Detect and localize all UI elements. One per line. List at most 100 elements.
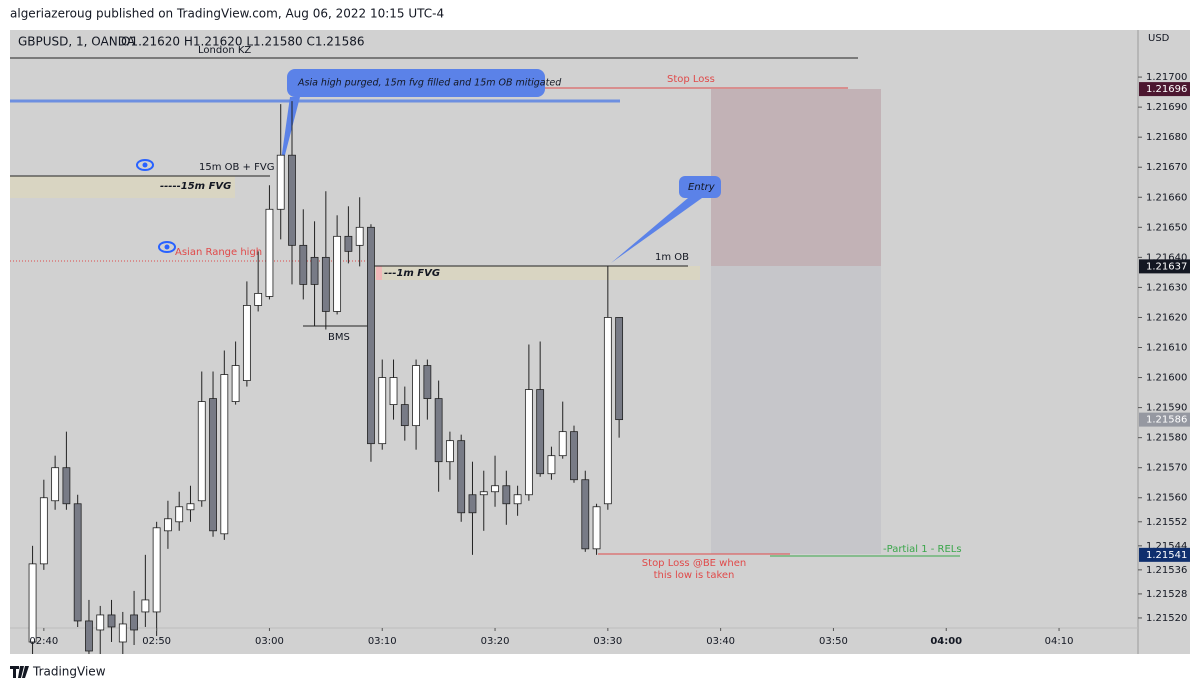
publisher: algeriazeroug published on TradingView.c… [10, 7, 444, 21]
candle-body [570, 431, 578, 481]
candle-body [152, 527, 161, 613]
candle-body [367, 226, 375, 445]
entry: Entry [688, 182, 716, 193]
candle-body [39, 497, 48, 565]
y-tick-label: 1.21640 [1146, 252, 1187, 263]
partial: -Partial 1 - RELs [883, 544, 962, 555]
price-axis: 1.21700 1.21690 1.21680 1.21670 1.21660 1.216… [29, 72, 1190, 647]
y-tick-label: 1.21620 [1146, 312, 1187, 323]
x-tick-label: 03:50 [819, 636, 848, 647]
eye-icon [158, 241, 176, 253]
london-kz: London KZ [198, 45, 251, 56]
candle-body [389, 377, 398, 405]
candle-body [254, 293, 263, 306]
eye-icon [136, 159, 154, 171]
x-tick-label: 02:40 [29, 636, 58, 647]
stop-be: Stop Loss @BE when [642, 558, 746, 569]
stop-be: this low is taken [654, 570, 735, 581]
chart-panel [10, 30, 1190, 654]
candle-body [107, 614, 116, 628]
price-marker-label: 1.21586 [1146, 415, 1187, 426]
price-marker [1139, 412, 1190, 427]
candle-body [423, 365, 432, 399]
y-tick-label: 1.21552 [1146, 517, 1187, 528]
x-tick-label: 03:00 [255, 636, 284, 647]
candle-body [333, 235, 342, 312]
ohlc: O1.21620 H1.21620 L1.21580 C1.21586 [121, 35, 364, 49]
fvg-1m-zone [372, 266, 700, 280]
candle-body [400, 404, 409, 427]
bms: BMS [328, 332, 350, 343]
candle-body [457, 440, 466, 514]
y-tick-label: 1.21590 [1146, 403, 1187, 414]
y-tick-label: 1.21670 [1146, 162, 1187, 173]
asia-callout [287, 69, 545, 97]
candle-body [242, 305, 251, 381]
asia-note: Asia high purged, 15m fvg filled and 15m… [297, 78, 562, 89]
asian-range-high: Asian Range high [175, 247, 262, 258]
y-tick-label: 1.21536 [1146, 565, 1187, 576]
y-tick-label: 1.21580 [1146, 433, 1187, 444]
target-zone [711, 266, 881, 554]
price-marker [1139, 82, 1190, 97]
candle-body [547, 455, 556, 475]
entry-pointer [611, 198, 702, 263]
candle-body [299, 244, 308, 285]
x-tick-label: 04:00 [930, 636, 962, 647]
price-marker-label: 1.21696 [1146, 84, 1187, 95]
candle-body [209, 398, 217, 532]
candle-body [197, 401, 206, 502]
y-tick-label: 1.21570 [1146, 463, 1187, 474]
candle-body [51, 467, 60, 502]
footer: TradingView [32, 665, 106, 679]
entry-callout [679, 176, 721, 198]
x-tick-label: 03:40 [706, 636, 735, 647]
candle-body [220, 374, 229, 535]
y-tick-label: 1.21650 [1146, 222, 1187, 233]
candle-body [524, 389, 533, 496]
candle-body [62, 467, 71, 505]
candle-body [615, 317, 624, 421]
candle-body [85, 620, 93, 652]
price-marker [1139, 259, 1190, 274]
candle-body [28, 563, 37, 643]
fvg-15m-zone [10, 176, 235, 198]
ob-15m: 15m OB + FVG [199, 162, 274, 173]
candle-body [536, 389, 545, 475]
y-tick-label: 1.21690 [1146, 102, 1187, 113]
stop-zone [711, 89, 881, 266]
currency: USD [1148, 33, 1170, 44]
candle-body [265, 208, 274, 297]
y-tick-label: 1.21630 [1146, 282, 1187, 293]
candles [28, 101, 624, 654]
symbol: GBPUSD, 1, OANDA [18, 35, 136, 49]
y-tick-label: 1.21700 [1146, 72, 1187, 83]
y-tick-label: 1.21610 [1146, 343, 1187, 354]
candle-body [513, 494, 522, 505]
candle-body [276, 154, 285, 210]
candle-body [378, 377, 387, 445]
candle-body [130, 614, 138, 631]
candle-body [164, 518, 172, 532]
candle-body [468, 494, 477, 514]
candle-body [344, 235, 353, 252]
candle-body [592, 506, 601, 550]
ob-1m: 1m OB [655, 252, 689, 263]
y-tick-label: 1.21600 [1146, 373, 1187, 384]
candle-body [446, 440, 454, 463]
candle-body [558, 431, 567, 457]
stop-loss: Stop Loss [667, 74, 715, 85]
candle-body [73, 503, 82, 622]
candle-body [581, 479, 590, 550]
x-tick-label: 03:20 [481, 636, 510, 647]
y-tick-label: 1.21528 [1146, 589, 1187, 600]
candle-body [434, 398, 443, 463]
candle-body [288, 154, 296, 246]
candle-body [175, 506, 184, 523]
y-tick-label: 1.21520 [1146, 613, 1187, 624]
candle-body [310, 256, 319, 285]
price-marker-label: 1.21541 [1146, 550, 1187, 561]
y-tick-label: 1.21660 [1146, 192, 1187, 203]
y-tick-label: 1.21680 [1146, 132, 1187, 143]
